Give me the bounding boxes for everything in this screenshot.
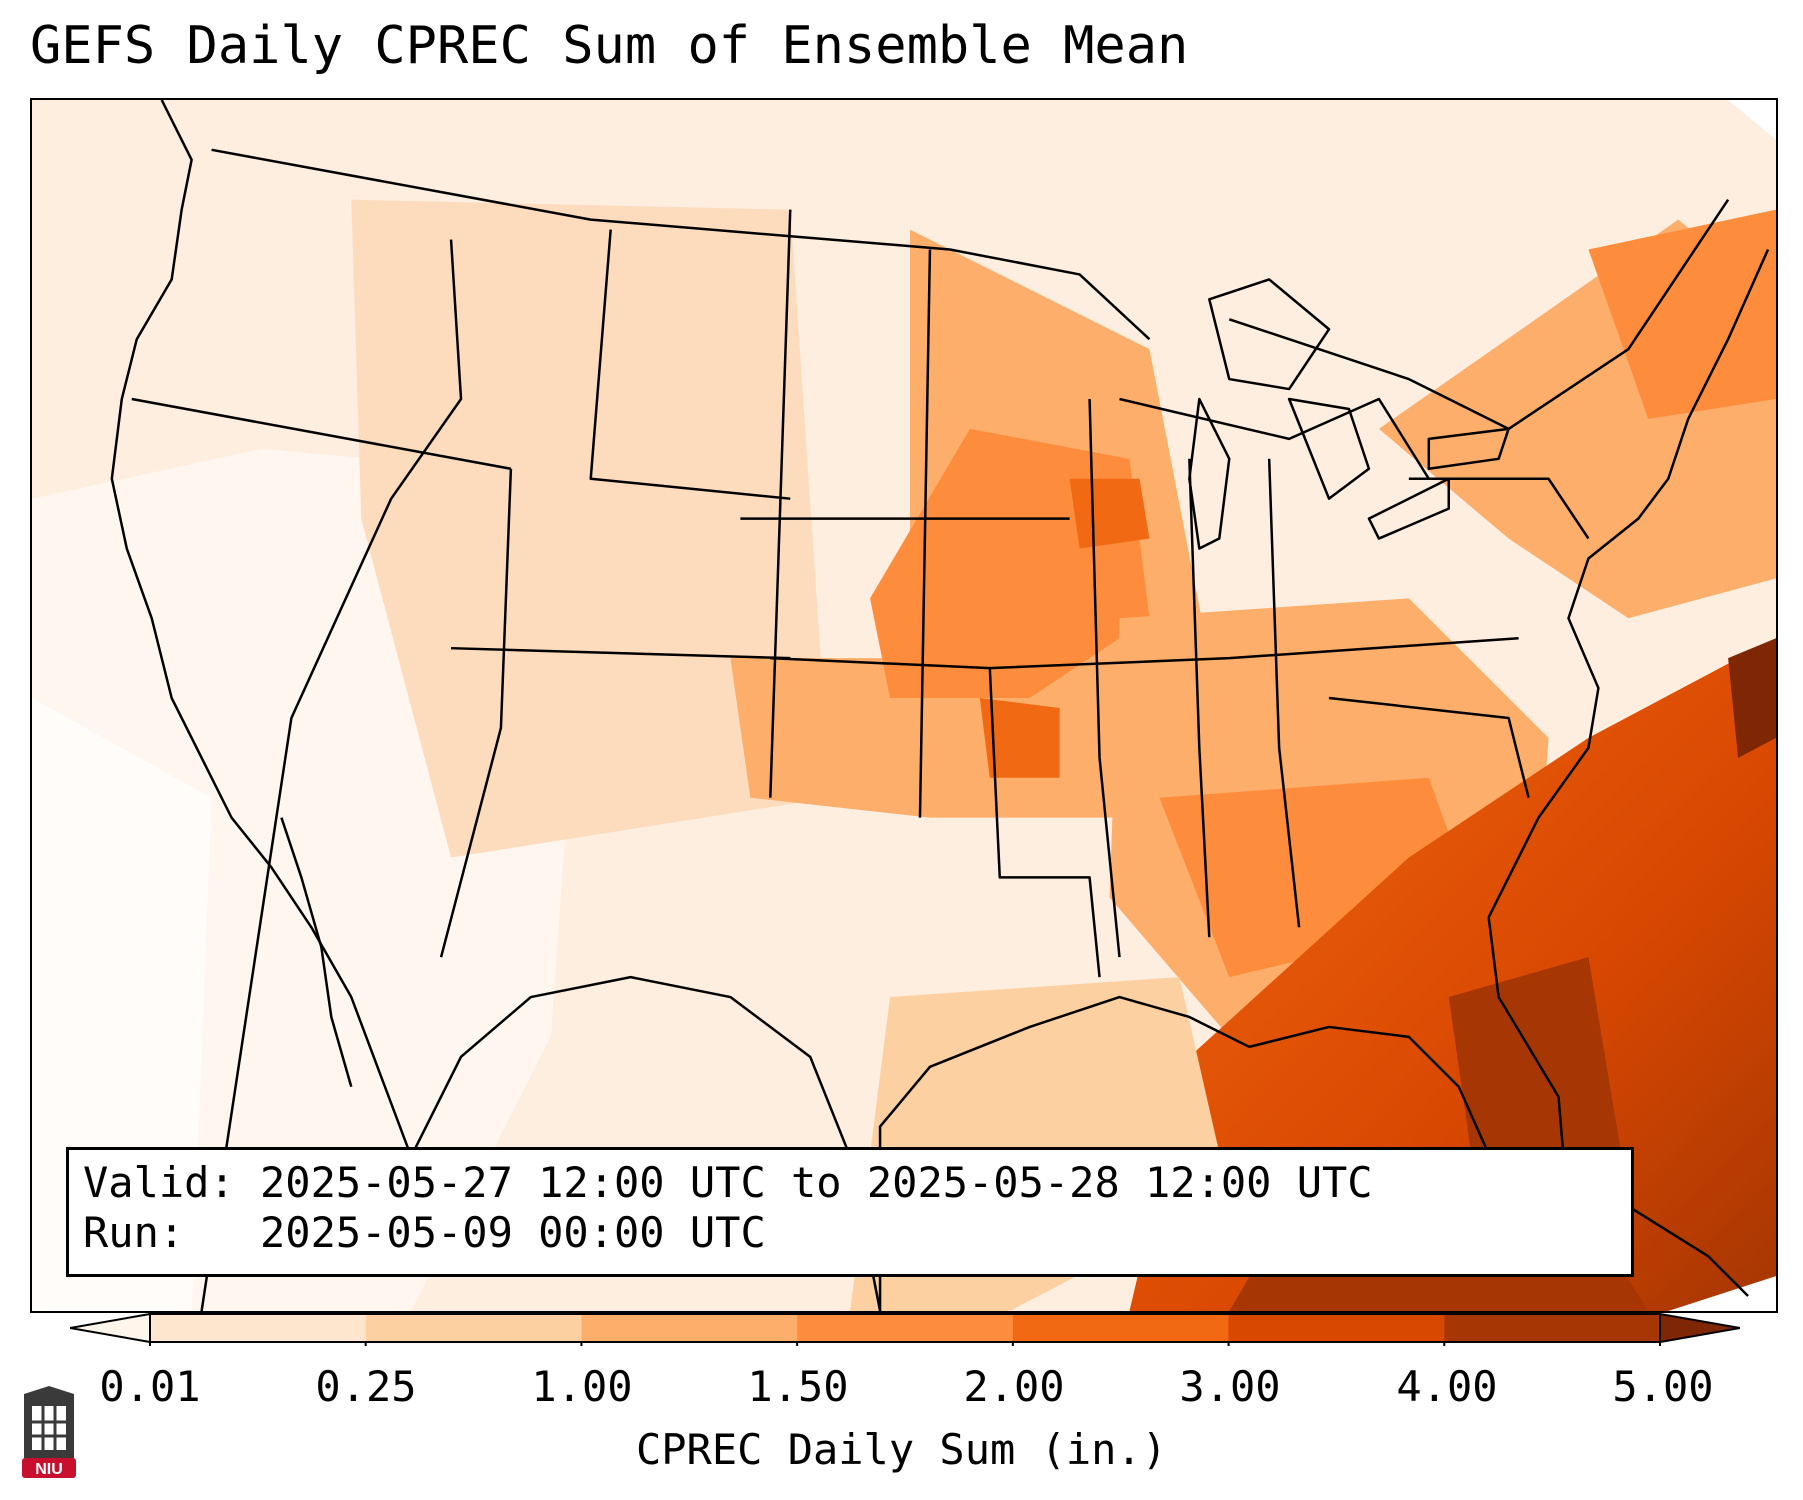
colorbar-segment — [1012, 1314, 1230, 1342]
colorbar-segment — [1228, 1314, 1445, 1342]
canada-border-minnesota — [949, 248, 1151, 341]
in-oh-ga-border — [1267, 458, 1301, 928]
mississippi-river — [1088, 398, 1121, 958]
colorbar — [70, 1312, 1740, 1346]
ar-la-border — [988, 668, 1101, 978]
colorbar-extend-low — [70, 1312, 151, 1344]
run-time-text: Run: 2025-05-09 00:00 UTC — [83, 1208, 766, 1257]
atlantic-coast — [1487, 249, 1770, 918]
projection-corner-ne — [1728, 100, 1776, 140]
colorbar-segment — [581, 1314, 798, 1342]
logo-badge — [22, 1458, 76, 1478]
nevada-idaho-border — [200, 239, 463, 1311]
colorbar-segment — [150, 1314, 367, 1342]
maine-shading — [1588, 209, 1776, 419]
lake-erie-outline — [1367, 477, 1450, 540]
lake-huron-outline — [1287, 397, 1371, 500]
or-ca-nv-border — [131, 397, 512, 471]
logo-window — [32, 1406, 66, 1450]
valid-run-info-box: Valid: 2025-05-27 12:00 UTC to 2025-05-2… — [66, 1147, 1634, 1277]
missouri-max — [979, 698, 1060, 778]
pa-ny-border — [1408, 477, 1590, 540]
colorbar-tick-1: 0.25 — [315, 1362, 417, 1411]
logo-text: NIU — [35, 1461, 63, 1478]
iowa-max — [1069, 478, 1150, 549]
lake-ontario-outline — [1427, 427, 1510, 471]
projection-corner-se — [1668, 1276, 1776, 1311]
colorbar-tick-3: 1.50 — [747, 1362, 849, 1411]
plains-shading — [351, 199, 831, 858]
colorbar-segment — [365, 1314, 582, 1342]
plains-west-border — [769, 209, 792, 798]
texas-gulf-coast — [878, 995, 1250, 1311]
niu-logo: NIU — [22, 1386, 76, 1478]
co-nm-border — [451, 646, 791, 660]
mexico-gulf-coast — [410, 975, 882, 1311]
carolina-border — [1328, 696, 1530, 798]
utah-arizona-border — [439, 468, 513, 958]
colorbar-tick-5: 3.00 — [1179, 1362, 1281, 1411]
boundary-lines — [110, 100, 1770, 1311]
dakota-east-border — [918, 249, 932, 818]
map-canvas — [32, 100, 1776, 1311]
pacific-coastline — [110, 100, 413, 1157]
baja-gulf-coast — [280, 817, 353, 1088]
precipitation-map — [30, 98, 1778, 1313]
canada-border-west — [211, 148, 950, 251]
colorbar-label: CPREC Daily Sum (in.) — [635, 1425, 1167, 1474]
valid-time-text: Valid: 2025-05-27 12:00 UTC to 2025-05-2… — [83, 1158, 1373, 1207]
lake-superior-outline — [1208, 278, 1331, 391]
colorbar-extend-high — [1659, 1312, 1740, 1344]
map-title: GEFS Daily CPREC Sum of Ensemble Mean — [30, 16, 1189, 76]
colorbar-segment — [1444, 1314, 1661, 1342]
logo-window-bars — [32, 1406, 66, 1450]
colorbar-outline — [149, 1313, 1661, 1343]
logo-roof — [24, 1386, 74, 1394]
offshore-max — [1728, 638, 1776, 758]
colorbar-tick-6: 4.00 — [1396, 1362, 1498, 1411]
colorbar-segments — [70, 1312, 1740, 1344]
great-lakes-shore — [1119, 397, 1430, 480]
colorbar-ticks — [149, 1342, 1661, 1346]
lake-michigan-outline — [1188, 397, 1231, 550]
colorbar-tick-7: 5.00 — [1612, 1362, 1714, 1411]
il-in-al-border — [1188, 458, 1211, 938]
colorbar-tick-0: 0.01 — [99, 1362, 201, 1411]
colorbar-tick-4: 2.00 — [963, 1362, 1065, 1411]
colorbar-tick-2: 1.00 — [531, 1362, 633, 1411]
wyoming-border — [589, 229, 791, 500]
ok-ks-mo-tn-border — [770, 636, 1519, 670]
colorbar-segment — [797, 1314, 1014, 1342]
